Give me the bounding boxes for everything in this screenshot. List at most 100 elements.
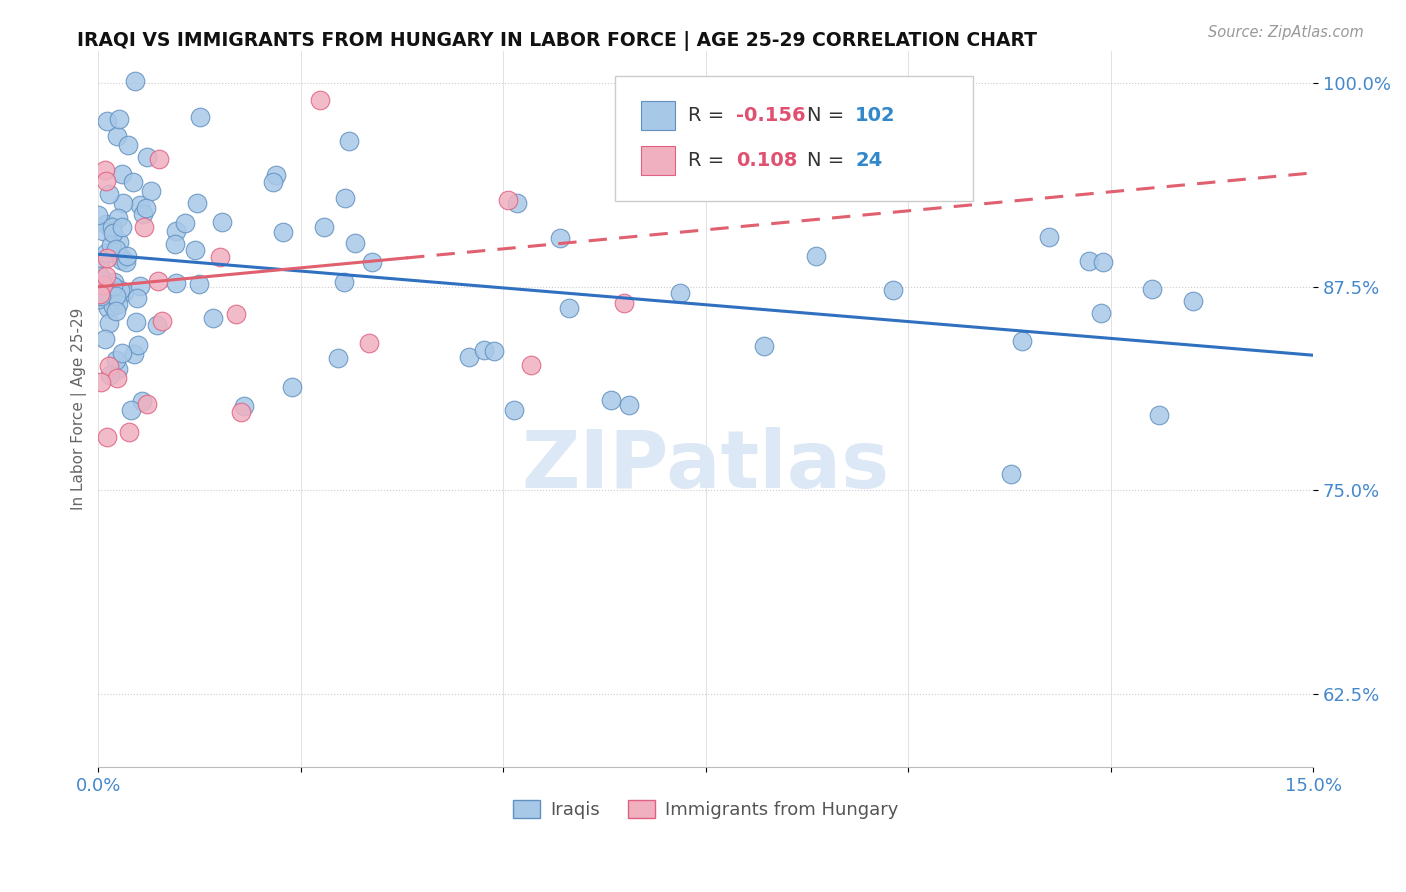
Point	[1000, 467, 1022, 482]
Point	[520, 358, 543, 372]
Point	[146, 274, 169, 288]
Point	[134, 220, 156, 235]
Text: 24: 24	[855, 151, 883, 169]
Point	[118, 425, 141, 439]
Text: R =: R =	[688, 105, 730, 125]
Point	[186, 196, 208, 211]
Point	[482, 343, 505, 358]
Point	[96, 113, 118, 128]
Point	[1090, 306, 1112, 320]
Point	[309, 93, 332, 107]
Point	[804, 249, 827, 263]
Point	[1140, 282, 1163, 296]
Point	[90, 289, 112, 303]
Point	[502, 403, 524, 417]
Point	[1077, 254, 1099, 268]
Point	[97, 187, 120, 202]
Text: 102: 102	[855, 105, 896, 125]
Point	[101, 220, 124, 235]
Point	[91, 224, 114, 238]
Point	[360, 254, 382, 268]
Text: IRAQI VS IMMIGRANTS FROM HUNGARY IN LABOR FORCE | AGE 25-29 CORRELATION CHART: IRAQI VS IMMIGRANTS FROM HUNGARY IN LABO…	[77, 31, 1038, 51]
Point	[472, 343, 495, 357]
Point	[105, 242, 128, 256]
Point	[337, 134, 360, 148]
Point	[146, 318, 169, 333]
Point	[1181, 293, 1204, 308]
Point	[94, 332, 117, 346]
Point	[752, 339, 775, 353]
Point	[112, 285, 135, 300]
Point	[111, 220, 134, 235]
Point	[136, 397, 159, 411]
Point	[882, 283, 904, 297]
Point	[136, 150, 159, 164]
Point	[91, 278, 114, 293]
Point	[111, 346, 134, 360]
Point	[117, 248, 139, 262]
Point	[96, 251, 118, 265]
Point	[131, 394, 153, 409]
Point	[619, 398, 641, 412]
Point	[188, 277, 211, 291]
Legend: Iraqis, Immigrants from Hungary: Iraqis, Immigrants from Hungary	[506, 792, 905, 826]
Point	[668, 286, 690, 301]
Point	[96, 269, 118, 284]
Point	[344, 236, 367, 251]
Point	[108, 112, 131, 127]
Point	[184, 243, 207, 257]
Point	[94, 217, 117, 231]
Point	[90, 253, 112, 268]
Point	[115, 255, 138, 269]
Text: ZIPatlas: ZIPatlas	[522, 427, 890, 505]
Point	[89, 292, 111, 306]
Point	[104, 304, 127, 318]
Point	[110, 283, 132, 297]
Point	[150, 314, 173, 328]
Point	[357, 336, 380, 351]
Point	[107, 361, 129, 376]
Point	[98, 368, 121, 383]
Text: N =: N =	[807, 105, 851, 125]
Point	[90, 271, 112, 285]
Point	[1091, 255, 1114, 269]
Point	[103, 275, 125, 289]
Point	[103, 227, 125, 241]
Point	[231, 404, 253, 418]
Point	[117, 138, 139, 153]
Point	[110, 253, 132, 268]
Point	[124, 73, 146, 87]
Point	[225, 307, 247, 321]
Point	[135, 202, 157, 216]
Point	[122, 346, 145, 360]
Point	[128, 279, 150, 293]
Point	[613, 295, 636, 310]
Text: R =: R =	[688, 151, 730, 169]
Point	[89, 269, 111, 284]
Point	[557, 301, 579, 315]
Point	[273, 225, 295, 239]
Point	[333, 275, 356, 289]
Point	[211, 214, 233, 228]
Point	[281, 380, 304, 394]
Point	[104, 289, 127, 303]
Point	[328, 351, 350, 365]
Point	[110, 250, 132, 264]
Point	[266, 168, 288, 182]
Point	[122, 175, 145, 189]
Point	[127, 338, 149, 352]
Text: -0.156: -0.156	[737, 105, 806, 125]
Point	[312, 220, 335, 235]
Point	[94, 163, 117, 178]
Point	[209, 250, 232, 264]
Point	[107, 235, 129, 249]
Point	[105, 353, 128, 368]
Point	[94, 174, 117, 188]
Point	[96, 430, 118, 444]
Point	[188, 110, 211, 124]
FancyBboxPatch shape	[614, 76, 973, 202]
Point	[139, 184, 162, 198]
Point	[132, 207, 155, 221]
Point	[201, 311, 224, 326]
Point	[1011, 334, 1033, 348]
